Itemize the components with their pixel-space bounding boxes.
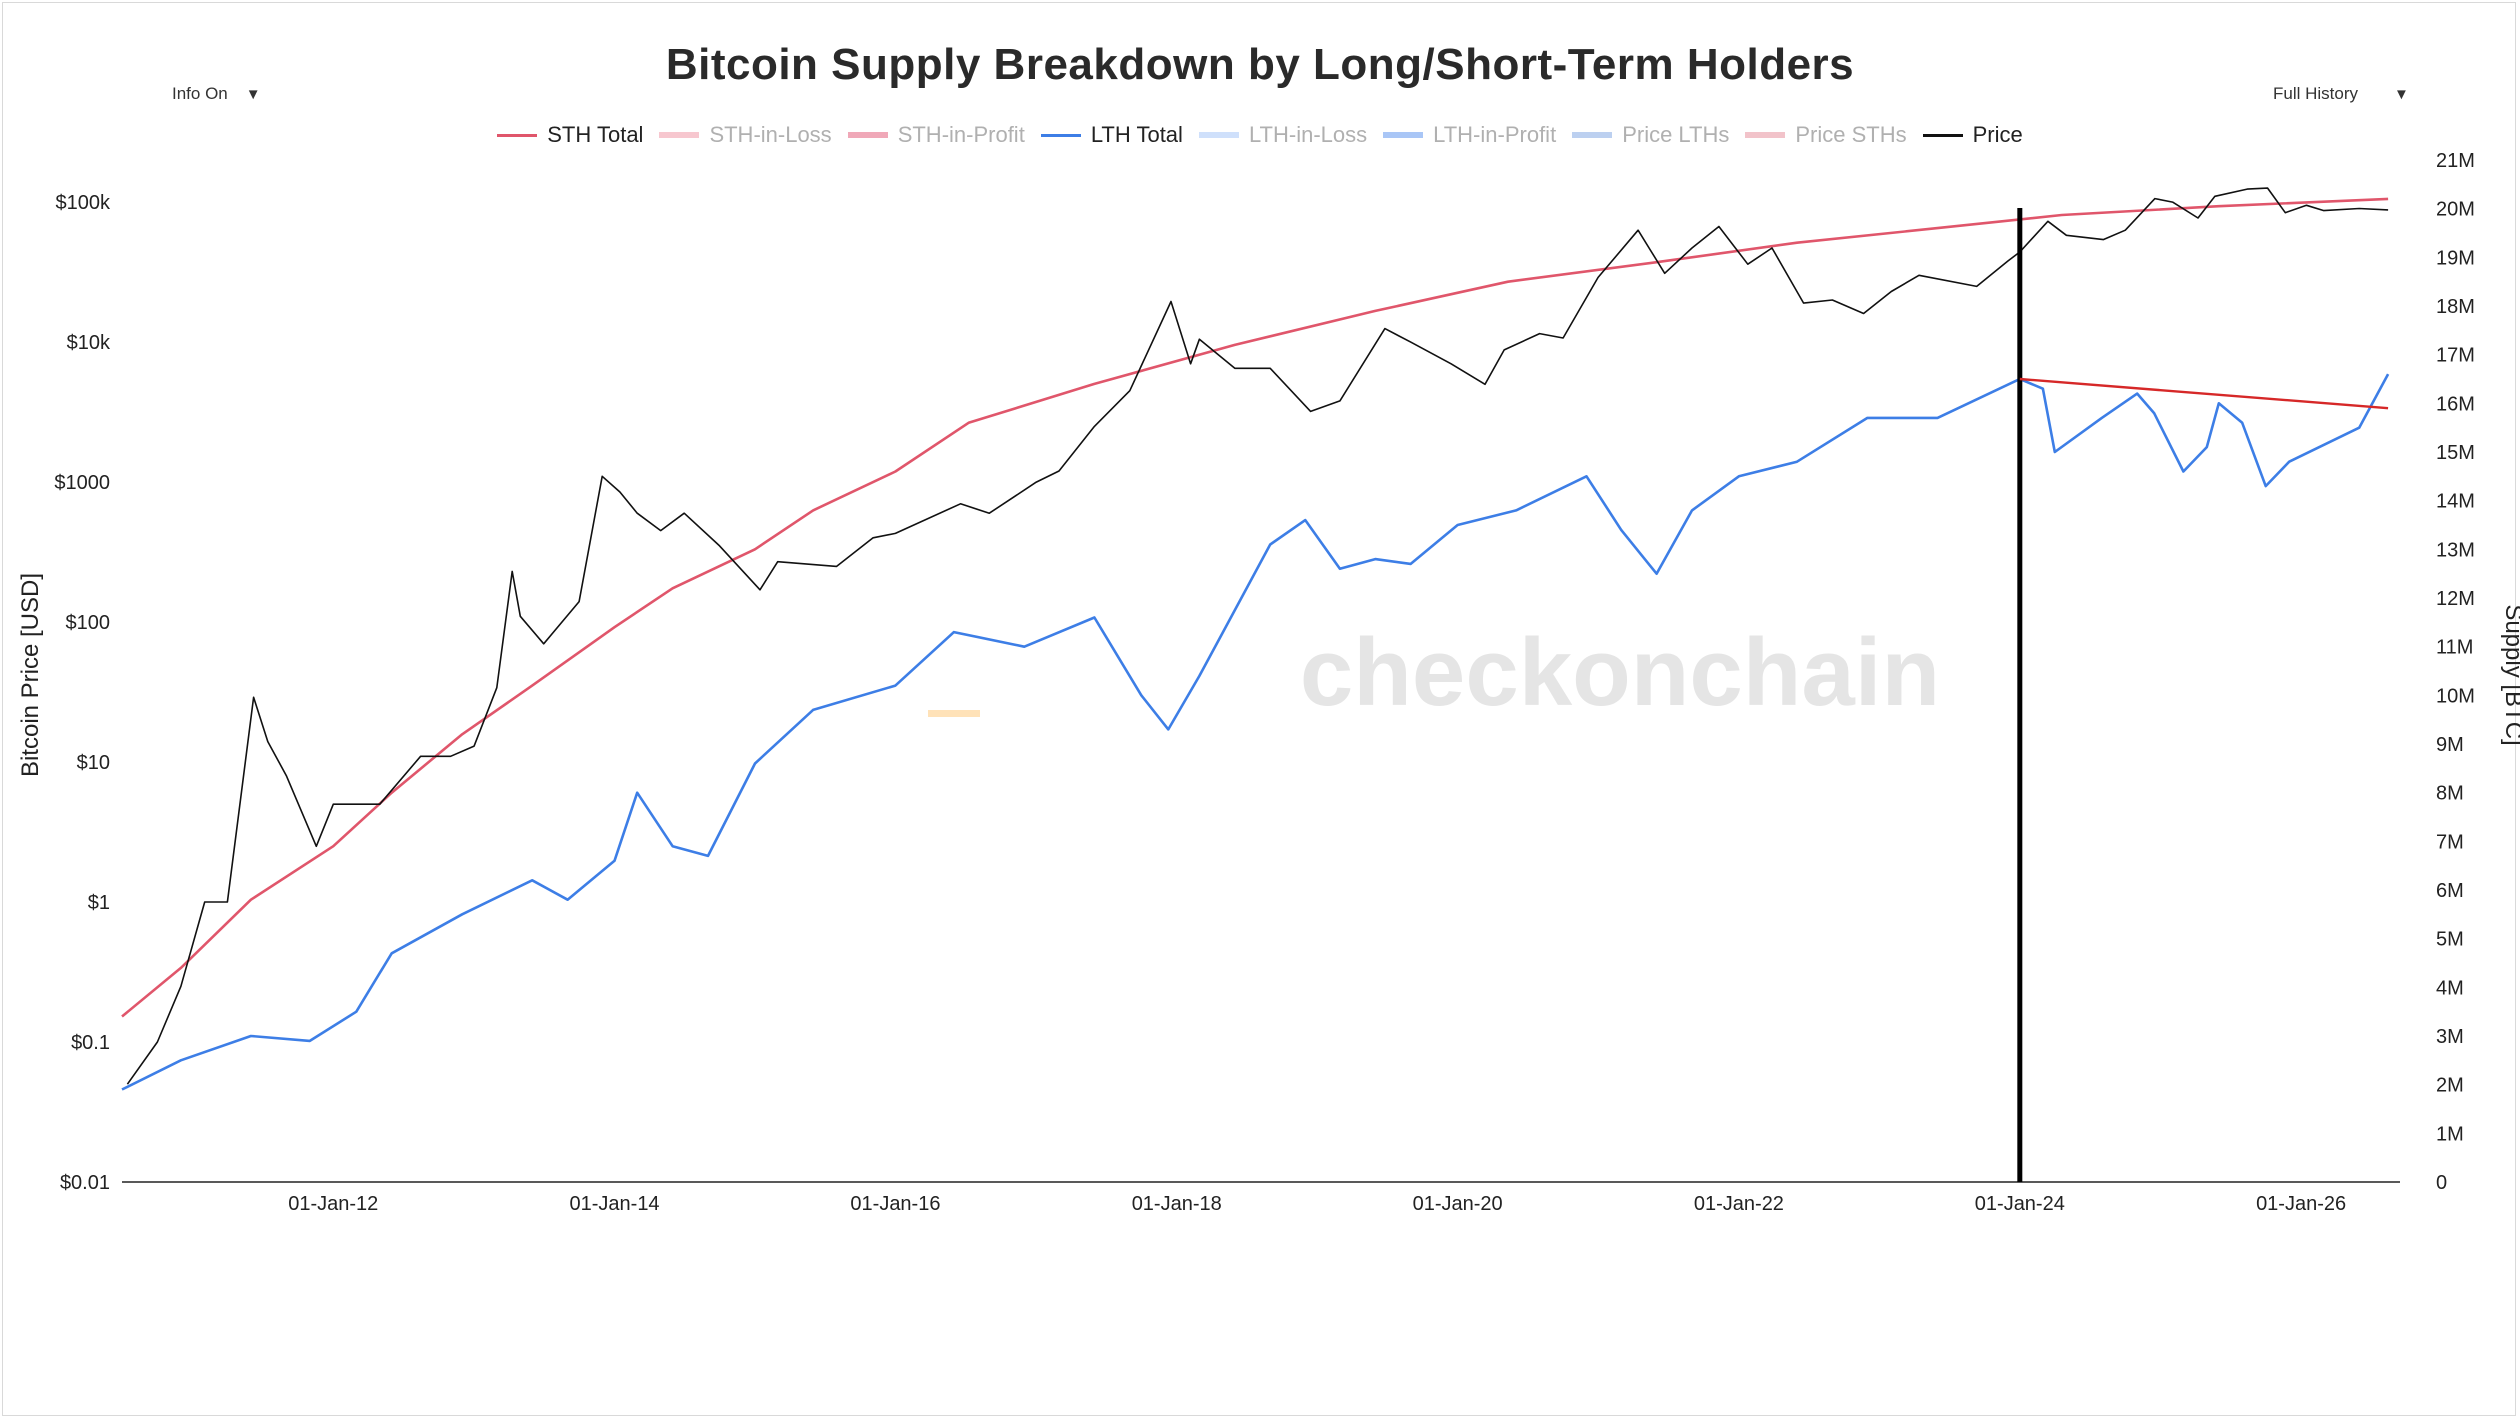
- legend-swatch: [1922, 133, 1963, 137]
- y-left-tick-label: $10k: [67, 332, 111, 354]
- x-tick-label: 01-Jan-24: [1975, 1193, 2065, 1215]
- y-right-tick-label: 14M: [2436, 491, 2475, 513]
- x-tick-label: 01-Jan-22: [1694, 1193, 1784, 1215]
- legend-item-price-sths[interactable]: Price STHs: [1745, 122, 1907, 148]
- y-left-tick-label: $100k: [56, 192, 111, 214]
- x-tick-label: 01-Jan-20: [1413, 1193, 1503, 1215]
- y-right-tick-label: 3M: [2436, 1026, 2464, 1048]
- history-range-label: Full History: [2273, 84, 2359, 103]
- y-right-tick-label: 8M: [2436, 783, 2464, 805]
- x-tick-label: 01-Jan-12: [288, 1193, 378, 1215]
- y-right-tick-label: 2M: [2436, 1075, 2464, 1097]
- legend-swatch: [1745, 132, 1786, 138]
- info-toggle-dropdown[interactable]: Info On ▼: [172, 84, 261, 104]
- y-axis-right-title: Supply [BTC]: [2500, 604, 2520, 745]
- y-right-tick-label: 19M: [2436, 247, 2475, 269]
- legend-label: Price: [1972, 122, 2023, 147]
- legend-item-lth-in-loss[interactable]: LTH-in-Loss: [1198, 122, 1368, 148]
- legend-item-sth-total[interactable]: STH Total: [497, 122, 643, 148]
- legend-label: LTH-in-Loss: [1248, 122, 1368, 147]
- y-left-tick-label: $100: [66, 612, 111, 634]
- legend-swatch: [847, 132, 888, 138]
- legend-label: STH Total: [547, 122, 644, 147]
- y-axis-left-title: Bitcoin Price [USD]: [17, 573, 44, 777]
- y-right-tick-label: 16M: [2436, 393, 2475, 415]
- y-right-tick-label: 17M: [2436, 345, 2475, 367]
- y-right-tick-label: 12M: [2436, 588, 2475, 610]
- chart-legend: STH Total STH-in-Loss STH-in-Profit LTH Tot…: [0, 122, 2520, 148]
- y-left-tick-label: $1: [88, 892, 110, 914]
- caret-down-icon: ▼: [2394, 86, 2409, 103]
- legend-item-price-lths[interactable]: Price LTHs: [1572, 122, 1729, 148]
- y-right-tick-label: 0: [2436, 1172, 2447, 1194]
- y-right-tick-label: 18M: [2436, 296, 2475, 318]
- legend-item-lth-in-profit[interactable]: LTH-in-Profit: [1383, 122, 1556, 148]
- info-toggle-label: Info On: [172, 84, 228, 103]
- legend-swatch: [659, 132, 700, 138]
- caret-down-icon: ▼: [245, 86, 261, 103]
- legend-label: LTH Total: [1090, 122, 1183, 147]
- legend-swatch: [1040, 133, 1081, 137]
- trendline: [2019, 377, 2389, 410]
- axes-group: 01-Jan-12 01-Jan-14 01-Jan-16 01-Jan-18 01-J…: [54, 150, 2475, 1215]
- series-line-lth-total: [121, 373, 2390, 1091]
- legend-label: STH-in-Profit: [897, 122, 1025, 147]
- series-layer: [121, 187, 2390, 1182]
- x-tick-label: 01-Jan-16: [850, 1193, 940, 1215]
- y-right-tick-label: 7M: [2436, 831, 2464, 853]
- y-left-tick-label: $1000: [54, 472, 110, 494]
- legend-swatch: [1198, 132, 1239, 138]
- y-right-tick-label: 4M: [2436, 977, 2464, 999]
- legend-label: Price LTHs: [1622, 122, 1730, 147]
- y-right-tick-label: 13M: [2436, 539, 2475, 561]
- y-left-tick-label: $0.1: [71, 1032, 110, 1054]
- legend-swatch: [1383, 132, 1424, 138]
- x-tick-label: 01-Jan-14: [570, 1193, 660, 1215]
- y-right-tick-label: 21M: [2436, 150, 2475, 172]
- chart-title: Bitcoin Supply Breakdown by Long/Short-T…: [665, 40, 1855, 89]
- legend-item-price[interactable]: Price: [1922, 122, 2023, 148]
- x-tick-label: 01-Jan-26: [2256, 1193, 2346, 1215]
- legend-item-lth-total[interactable]: LTH Total: [1040, 122, 1183, 148]
- watermark-accent: [928, 710, 980, 717]
- legend-item-sth-in-loss[interactable]: STH-in-Loss: [659, 122, 832, 148]
- series-line-sth-total: [121, 197, 2389, 1018]
- y-right-tick-label: 9M: [2436, 734, 2464, 756]
- y-left-tick-label: $10: [77, 752, 110, 774]
- y-right-tick-label: 6M: [2436, 880, 2464, 902]
- history-range-dropdown[interactable]: Full History ▼: [2273, 84, 2409, 104]
- legend-label: Price STHs: [1795, 122, 1907, 147]
- legend-swatch: [497, 133, 538, 137]
- y-right-tick-label: 15M: [2436, 442, 2475, 464]
- legend-label: LTH-in-Profit: [1433, 122, 1557, 147]
- legend-item-sth-in-profit[interactable]: STH-in-Profit: [847, 122, 1025, 148]
- legend-label: STH-in-Loss: [709, 122, 832, 147]
- y-right-tick-label: 10M: [2436, 685, 2475, 707]
- y-right-tick-label: 11M: [2436, 637, 2473, 659]
- y-left-tick-label: $0.01: [60, 1172, 110, 1194]
- x-tick-label: 01-Jan-18: [1132, 1193, 1222, 1215]
- watermark-text: checkonchain: [1300, 619, 1940, 726]
- series-line-price: [126, 187, 2389, 1085]
- y-right-tick-label: 1M: [2436, 1123, 2464, 1145]
- y-right-tick-label: 20M: [2436, 199, 2475, 221]
- legend-swatch: [1572, 132, 1613, 138]
- y-right-tick-label: 5M: [2436, 929, 2464, 951]
